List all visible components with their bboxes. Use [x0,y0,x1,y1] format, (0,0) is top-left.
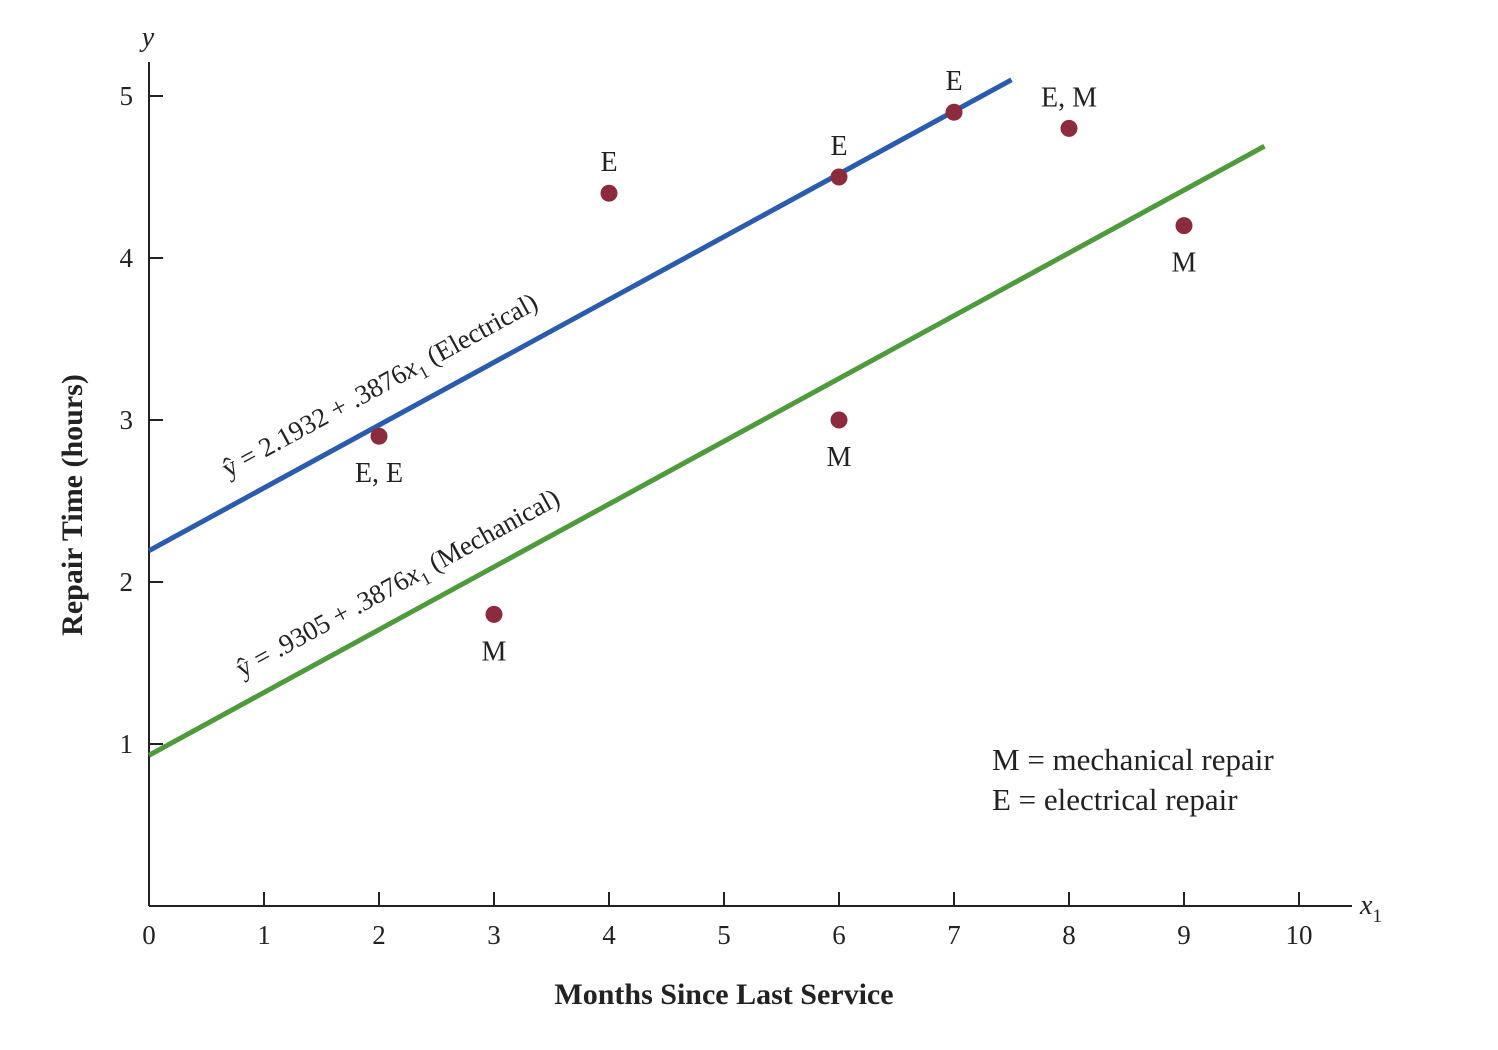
equation-tail: (Electrical) [416,287,543,375]
legend-item-electrical: E = electrical repair [992,782,1238,817]
x-tick-label: 3 [487,920,501,950]
y-axis-symbol: y [139,22,155,53]
x-tick-label: 8 [1062,920,1076,950]
data-point [945,103,963,121]
y-tick-label: 4 [120,243,134,273]
x-tick-label: 4 [602,920,616,950]
y-tick-label: 5 [120,81,134,111]
data-point [370,427,388,445]
data-point [485,605,503,623]
data-point [600,184,618,202]
y-tick-label: 2 [120,567,134,597]
data-point-label: E [600,147,617,178]
equation-label-mechanical: ŷ = .9305 + .3876x1 (Mechanical) [230,482,566,687]
legend-item-mechanical: M = mechanical repair [992,742,1274,777]
data-point [830,168,848,186]
data-point [830,411,848,429]
x-tick-label: 5 [717,920,731,950]
data-point [1175,217,1193,235]
data-point-label: E [830,131,847,162]
data-point-label: M [1172,248,1197,279]
data-point-label: M [827,442,852,473]
x-tick-label: 7 [947,920,961,950]
x-tick-label: 10 [1286,920,1313,950]
x-tick-label: 1 [257,920,271,950]
y-tick-label: 3 [120,405,134,435]
x-tick-label: 9 [1177,920,1191,950]
x-tick-label: 0 [142,920,156,950]
data-point-label: E [945,66,962,97]
y-axis-title: Repair Time (hours) [56,374,89,636]
x-tick-label: 2 [372,920,386,950]
data-point-label: E, M [1041,82,1097,113]
regression-line-mechanical [147,143,1266,758]
y-tick-label: 1 [120,729,134,759]
x-axis-title: Months Since Last Service [554,978,893,1011]
data-point-label: M [482,636,507,667]
x-tick-label: 6 [832,920,846,950]
data-point [1060,119,1078,137]
x-axis-symbol: x1 [1359,890,1382,927]
regression-line-electrical [147,77,1013,553]
data-point-label: E, E [355,458,403,489]
